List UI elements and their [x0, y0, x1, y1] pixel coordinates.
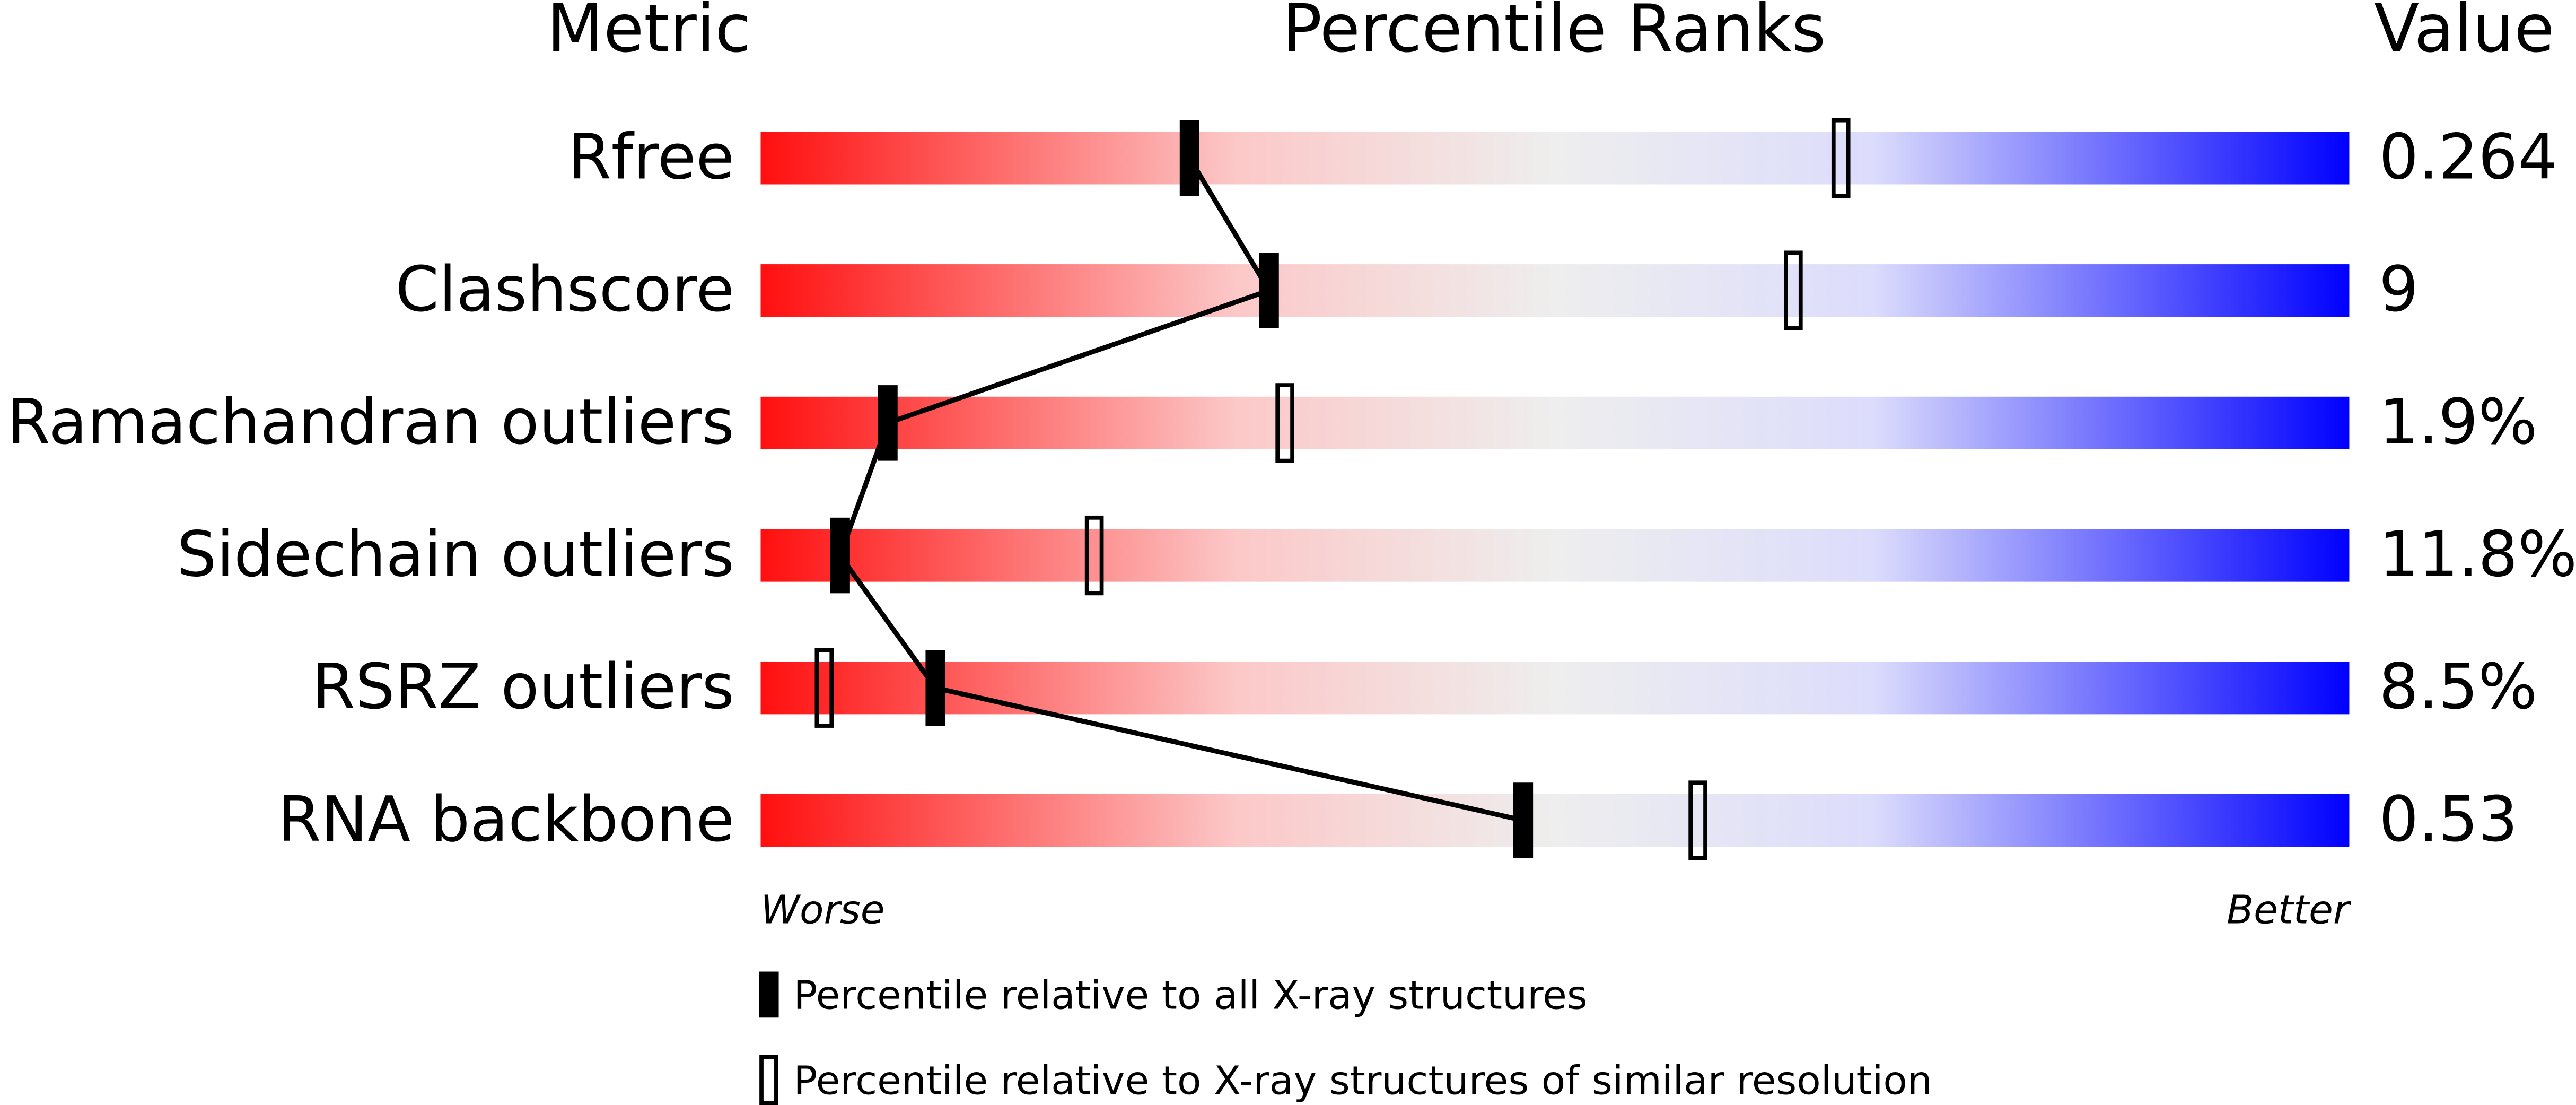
- marker-open: [1084, 515, 1104, 596]
- marker-filled: [1513, 782, 1534, 858]
- percentile-bar: [760, 264, 2350, 317]
- metric-value: 11.8%: [2379, 518, 2576, 590]
- marker-open: [814, 648, 834, 728]
- legend-label: Percentile relative to X-ray structures …: [793, 1058, 1932, 1104]
- marker-open: [1784, 250, 1803, 330]
- legend-swatch: [759, 971, 779, 1018]
- metric-label: RSRZ outliers: [312, 650, 734, 723]
- marker-filled: [1179, 120, 1199, 196]
- marker-open: [1275, 383, 1294, 463]
- better-label: Better: [2227, 887, 2352, 933]
- percentile-bar: [760, 662, 2350, 715]
- percentile-bar: [760, 529, 2350, 582]
- metric-label: Rfree: [568, 120, 734, 193]
- marker-filled: [830, 517, 850, 594]
- metric-label: RNA backbone: [278, 783, 734, 856]
- metric-value: 8.5%: [2379, 650, 2537, 723]
- percentile-bar: [760, 794, 2350, 847]
- percentile-line: [837, 156, 1524, 823]
- metric-value: 0.264: [2379, 120, 2557, 193]
- metric-label: Ramachandran outliers: [7, 386, 734, 458]
- metric-label: Sidechain outliers: [177, 518, 734, 590]
- metric-header: Metric: [547, 0, 751, 67]
- marker-filled: [878, 385, 898, 461]
- value-header: Value: [2374, 0, 2554, 67]
- metric-value: 1.9%: [2379, 386, 2537, 458]
- metric-label: Clashscore: [396, 253, 734, 326]
- legend-label: Percentile relative to all X-ray structu…: [793, 972, 1587, 1019]
- marker-filled: [925, 650, 945, 726]
- metric-value: 9: [2379, 253, 2419, 326]
- marker-open: [1831, 118, 1851, 198]
- worse-label: Worse: [760, 887, 884, 933]
- legend-swatch: [759, 1055, 778, 1105]
- marker-open: [1688, 780, 1707, 860]
- marker-filled: [1259, 253, 1279, 328]
- chart-title: Percentile Ranks: [1282, 0, 1826, 67]
- percentile-bar: [760, 132, 2350, 185]
- metric-value: 0.53: [2379, 783, 2518, 856]
- percentile-bar: [760, 396, 2350, 449]
